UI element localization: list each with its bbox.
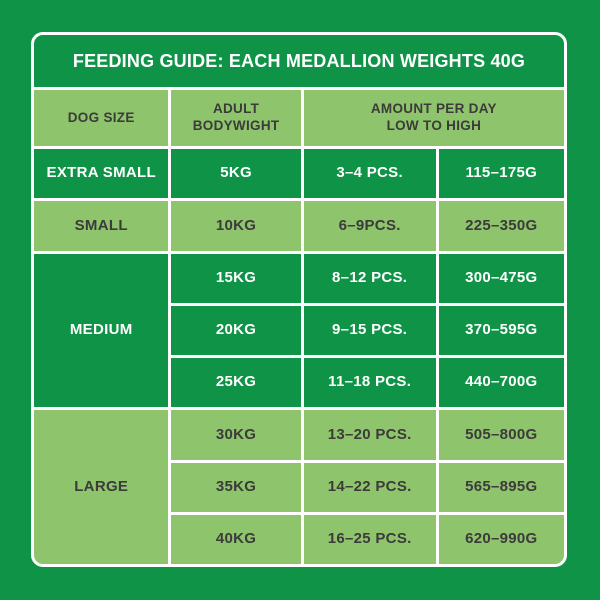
header-amount-per-day-line2: LOW TO HIGH <box>386 118 482 133</box>
grams-cell: 115–175G <box>438 149 564 199</box>
header-amount-per-day-line1: AMOUNT PER DAY <box>370 101 497 117</box>
weight-cell: 5KG <box>171 149 301 199</box>
pieces-cell: 6–9PCS. <box>303 201 436 251</box>
grams-cell: 225–350G <box>438 201 564 251</box>
grams-cell: 505–800G <box>438 410 564 460</box>
feeding-guide-table: FEEDING GUIDE: EACH MEDALLION WEIGHTS 40… <box>31 32 567 567</box>
header-amount-per-day: AMOUNT PER DAY LOW TO HIGH <box>303 90 564 146</box>
size-cell-large: LARGE <box>34 410 169 564</box>
weight-cell: 20KG <box>171 305 301 355</box>
header-adult-bodyweight-line2: BODYWIGHT <box>192 118 280 133</box>
pieces-cell: 3–4 PCS. <box>303 149 436 199</box>
grams-cell: 300–475G <box>438 253 564 303</box>
size-cell-small: SMALL <box>34 201 169 251</box>
header-adult-bodyweight-line1: ADULT <box>212 101 260 117</box>
weight-cell: 15KG <box>171 253 301 303</box>
size-cell-medium: MEDIUM <box>34 253 169 408</box>
pieces-cell: 13–20 PCS. <box>303 410 436 460</box>
weight-cell: 30KG <box>171 410 301 460</box>
weight-cell: 10KG <box>171 201 301 251</box>
grams-cell: 565–895G <box>438 462 564 512</box>
header-adult-bodyweight: ADULT BODYWIGHT <box>171 90 301 146</box>
pieces-cell: 14–22 PCS. <box>303 462 436 512</box>
grams-cell: 370–595G <box>438 305 564 355</box>
pieces-cell: 16–25 PCS. <box>303 514 436 564</box>
pieces-cell: 8–12 PCS. <box>303 253 436 303</box>
table-title: FEEDING GUIDE: EACH MEDALLION WEIGHTS 40… <box>34 35 564 87</box>
header-dog-size: DOG SIZE <box>34 90 169 146</box>
weight-cell: 25KG <box>171 358 301 408</box>
grams-cell: 620–990G <box>438 514 564 564</box>
pieces-cell: 11–18 PCS. <box>303 358 436 408</box>
grams-cell: 440–700G <box>438 358 564 408</box>
weight-cell: 40KG <box>171 514 301 564</box>
pieces-cell: 9–15 PCS. <box>303 305 436 355</box>
weight-cell: 35KG <box>171 462 301 512</box>
size-cell-extra-small: EXTRA SMALL <box>34 149 169 199</box>
